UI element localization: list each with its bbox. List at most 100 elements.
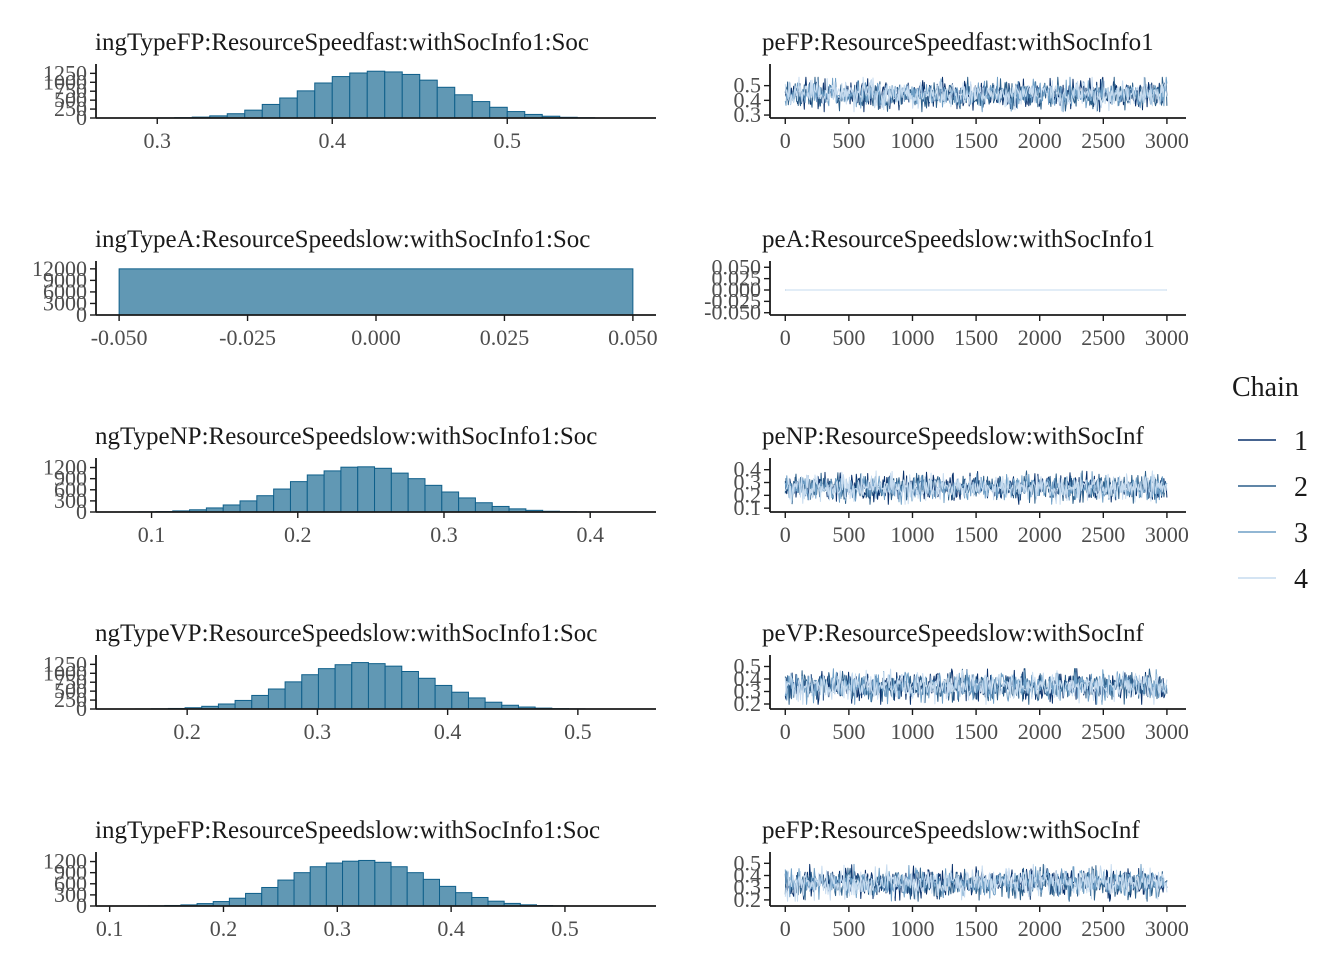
x-tick-label: -0.025 xyxy=(219,325,276,350)
panel-title: ngTypeNP:ResourceSpeedslow:withSocInfo1:… xyxy=(95,423,597,450)
trace-panel: peFP:ResourceSpeedslow:withSocInf0.20.30… xyxy=(734,817,1189,941)
x-tick-label: 2000 xyxy=(1018,128,1062,153)
x-tick-label: 0.1 xyxy=(96,916,124,941)
histogram-bar xyxy=(451,691,469,710)
y-tick-label: -0.050 xyxy=(704,300,761,325)
trace-panel: peVP:ResourceSpeedslow:withSocInf0.20.30… xyxy=(734,620,1189,744)
chain-3-trace-line xyxy=(784,668,1168,705)
y-tick-label: 750 xyxy=(54,669,87,694)
x-tick-label: 0.000 xyxy=(351,325,401,350)
histogram-bar xyxy=(506,111,526,119)
x-tick-label: 0 xyxy=(780,522,791,547)
x-tick-label: 0.2 xyxy=(173,719,201,744)
x-tick-label: 1500 xyxy=(954,916,998,941)
x-tick-label: 3000 xyxy=(1145,325,1189,350)
histogram-bar xyxy=(455,892,473,907)
x-tick-label: 0.5 xyxy=(564,719,592,744)
y-tick-label: 600 xyxy=(54,871,87,896)
x-tick-label: 1000 xyxy=(890,128,934,153)
panel-title: peNP:ResourceSpeedslow:withSocInf xyxy=(762,423,1145,450)
x-tick-label: 0.2 xyxy=(284,522,312,547)
panel-title: ngTypeVP:ResourceSpeedslow:withSocInfo1:… xyxy=(95,620,597,647)
y-tick-label: 0.5 xyxy=(734,850,762,875)
x-tick-label: 2000 xyxy=(1018,719,1062,744)
histogram-bar xyxy=(261,103,281,119)
histogram-bar xyxy=(471,896,489,907)
x-tick-label: 2500 xyxy=(1081,719,1125,744)
y-tick-label: 0.1 xyxy=(734,495,762,520)
histogram-bar xyxy=(390,866,408,907)
histogram-bar xyxy=(489,106,508,119)
histogram-bar xyxy=(331,76,351,119)
y-tick-label: 0 xyxy=(76,893,87,918)
x-tick-label: 0.4 xyxy=(576,522,604,547)
x-tick-label: 1000 xyxy=(890,522,934,547)
x-tick-label: 0.3 xyxy=(430,522,458,547)
y-tick-label: 0.050 xyxy=(712,254,762,279)
x-tick-label: 0.4 xyxy=(319,128,347,153)
y-tick-label: 0.4 xyxy=(734,87,762,112)
x-tick-label: 1000 xyxy=(890,719,934,744)
x-tick-label: 0.3 xyxy=(304,719,332,744)
histogram-bar xyxy=(245,892,263,907)
histogram-bar xyxy=(296,90,316,119)
histogram-bar xyxy=(244,109,263,119)
histogram-panel: ingTypeFP:ResourceSpeedfast:withSocInfo1… xyxy=(43,29,656,153)
legend-title: Chain xyxy=(1232,372,1299,403)
y-tick-label: 0.2 xyxy=(734,887,762,912)
histogram-bar xyxy=(384,71,403,119)
histogram-bar xyxy=(251,694,269,710)
panel-title: ingTypeFP:ResourceSpeedslow:withSocInfo1… xyxy=(95,817,600,844)
x-tick-label: 0.5 xyxy=(494,128,522,153)
histogram-bar xyxy=(424,484,443,513)
legend-label-chain-2: 2 xyxy=(1294,472,1308,503)
y-tick-label: 750 xyxy=(54,78,87,103)
y-tick-label: 250 xyxy=(54,96,87,121)
panel-title: ingTypeFP:ResourceSpeedfast:withSocInfo1… xyxy=(95,29,589,56)
chain-legend: Chain 1 2 3 4 xyxy=(1232,372,1308,595)
panel-title: peVP:ResourceSpeedslow:withSocInf xyxy=(762,620,1145,647)
y-tick-label: 1250 xyxy=(43,60,87,85)
histogram-bar xyxy=(401,671,419,710)
x-tick-label: 500 xyxy=(832,916,865,941)
x-tick-label: 3000 xyxy=(1145,128,1189,153)
y-tick-label: 0.4 xyxy=(734,666,762,691)
panel-title: peA:ResourceSpeedslow:withSocInfo1 xyxy=(762,226,1155,253)
histogram-bar xyxy=(417,677,436,710)
histogram-bar xyxy=(422,878,441,907)
panel-title: peFP:ResourceSpeedfast:withSocInfo1 xyxy=(762,29,1154,56)
y-tick-label: 1000 xyxy=(43,660,87,685)
x-tick-label: 2000 xyxy=(1018,522,1062,547)
x-tick-label: 0.2 xyxy=(210,916,238,941)
histogram-bar xyxy=(261,886,279,907)
histogram-bar xyxy=(118,268,634,316)
x-tick-label: 0 xyxy=(780,128,791,153)
histogram-bar xyxy=(474,502,493,513)
histogram-bar xyxy=(384,665,403,710)
histogram-bar xyxy=(267,688,286,710)
y-tick-label: 0.3 xyxy=(734,102,762,127)
histogram-bar xyxy=(419,79,438,119)
histogram-bar xyxy=(367,663,386,710)
y-tick-label: 500 xyxy=(54,678,87,703)
y-tick-label: 0.5 xyxy=(734,73,762,98)
x-tick-label: 0.4 xyxy=(434,719,462,744)
histogram-bar xyxy=(406,872,424,907)
y-tick-label: 900 xyxy=(54,466,87,491)
x-tick-label: 2500 xyxy=(1081,325,1125,350)
x-tick-label: 2500 xyxy=(1081,916,1125,941)
histogram-bar xyxy=(323,470,342,513)
x-tick-label: 0.3 xyxy=(324,916,352,941)
x-tick-label: -0.050 xyxy=(91,325,148,350)
x-tick-label: 0 xyxy=(780,916,791,941)
x-tick-label: 1500 xyxy=(954,128,998,153)
x-tick-label: 0 xyxy=(780,719,791,744)
histogram-bar xyxy=(342,860,360,907)
x-tick-label: 500 xyxy=(832,325,865,350)
histogram-bar xyxy=(357,466,376,513)
x-tick-label: 2000 xyxy=(1018,916,1062,941)
histogram-bar xyxy=(390,472,409,513)
x-tick-label: 2000 xyxy=(1018,325,1062,350)
y-tick-label: 1200 xyxy=(43,455,87,480)
